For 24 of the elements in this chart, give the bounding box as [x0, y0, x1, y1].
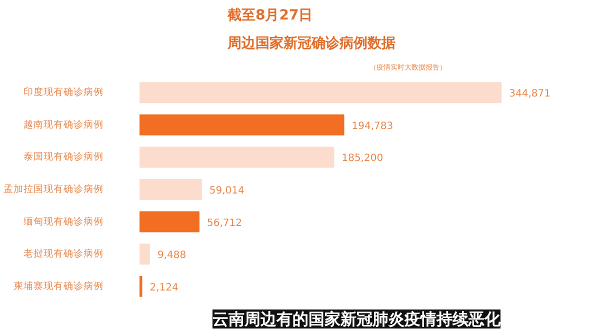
- y-tick-label: 孟加拉国现有确诊病例: [4, 183, 104, 195]
- data-label: 194,783: [352, 120, 394, 132]
- chart-title: 截至8月27日: [226, 8, 313, 24]
- data-label: 56,712: [206, 218, 242, 229]
- bar: [140, 211, 200, 232]
- y-tick-label: 缅甸现有确诊病例: [24, 215, 104, 228]
- y-tick-label: 老挝现有确诊病例: [24, 248, 104, 260]
- y-tick-label: 印度现有确诊病例: [24, 86, 104, 98]
- bar: [140, 244, 150, 265]
- chart-subtitle: 周边国家新冠确诊病例数据: [226, 34, 396, 52]
- bar: [140, 114, 344, 136]
- y-tick-label: 泰国现有确诊病例: [24, 150, 104, 163]
- bar: [140, 146, 334, 168]
- text: 云南周边有的国家新冠肺炎疫情持续恶化: [212, 310, 502, 328]
- data-label: 59,014: [209, 186, 244, 196]
- data-label: 185,200: [342, 153, 384, 164]
- bar: [140, 82, 502, 104]
- data-label: 2,124: [150, 282, 178, 294]
- bar: [140, 178, 202, 200]
- data-label: 9,488: [157, 250, 186, 262]
- y-tick-label: 越南现有确诊病例: [24, 118, 104, 130]
- bar: [140, 276, 142, 297]
- data-label: 344,871: [509, 88, 551, 100]
- y-tick-label: 柬埔寨现有确诊病例: [14, 280, 104, 292]
